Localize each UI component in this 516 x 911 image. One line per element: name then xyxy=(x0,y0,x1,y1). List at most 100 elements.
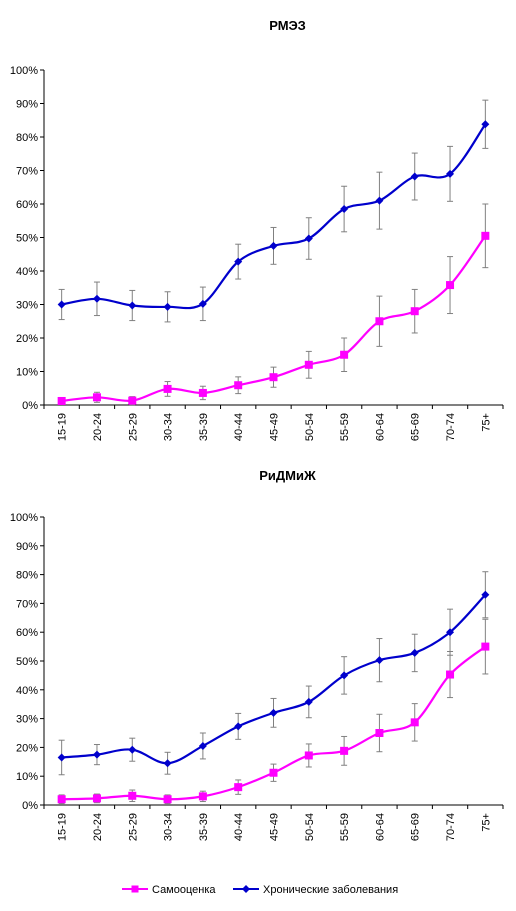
data-point xyxy=(340,350,349,359)
x-tick-label: 60-64 xyxy=(374,413,386,441)
x-tick-label: 55-59 xyxy=(339,813,351,841)
x-tick-label: 50-54 xyxy=(304,413,316,441)
data-point xyxy=(304,697,313,706)
series-hronicheskie xyxy=(57,571,490,776)
data-point xyxy=(375,317,384,326)
chart-title: РиДМиЖ xyxy=(259,468,316,483)
data-point xyxy=(340,671,349,680)
data-point xyxy=(446,670,455,679)
data-point xyxy=(446,628,455,637)
data-point xyxy=(92,794,101,803)
data-point xyxy=(92,750,101,759)
data-point xyxy=(375,196,384,205)
x-tick-label: 25-29 xyxy=(127,813,139,841)
x-tick-label: 60-64 xyxy=(374,813,386,841)
x-tick-label: 25-29 xyxy=(127,413,139,441)
y-tick-label: 80% xyxy=(16,132,38,144)
data-point xyxy=(269,768,278,777)
legend: Самооценка Хронические заболевания xyxy=(122,884,398,896)
y-tick-label: 0% xyxy=(22,800,38,812)
data-point xyxy=(375,729,384,737)
series-samoocenka xyxy=(57,618,490,805)
x-tick-label: 75+ xyxy=(480,413,492,432)
data-point xyxy=(234,783,243,792)
x-tick-label: 50-54 xyxy=(304,813,316,841)
y-tick-label: 20% xyxy=(16,333,38,345)
data-point xyxy=(446,169,455,178)
data-point xyxy=(57,753,66,762)
x-tick-label: 70-74 xyxy=(445,813,457,841)
y-tick-label: 50% xyxy=(16,233,38,245)
data-point xyxy=(57,300,66,309)
data-point xyxy=(269,373,278,382)
x-tick-label: 15-19 xyxy=(57,413,69,441)
y-tick-label: 80% xyxy=(16,570,38,582)
data-point xyxy=(269,708,278,717)
data-point xyxy=(57,795,66,804)
x-tick-label: 35-39 xyxy=(198,413,210,441)
data-point xyxy=(481,590,490,599)
chart-rmez: РМЭЗ 0% 10% 20% 30% 40% 50% 60% 70% 80% 90% 100% 15-… xyxy=(10,18,504,441)
data-point xyxy=(163,384,172,393)
data-point xyxy=(198,741,207,750)
data-point xyxy=(92,393,101,402)
legend-marker xyxy=(242,885,250,893)
data-point xyxy=(410,307,419,316)
data-point xyxy=(269,241,278,250)
chart-ridmizh: РиДМиЖ 0% 10% 20% 30% 40% 50% 60% 70% 80% 90% 100% 1… xyxy=(10,468,504,841)
x-tick-label: 40-44 xyxy=(233,413,245,441)
data-point xyxy=(481,231,490,240)
data-point xyxy=(92,294,101,303)
y-tick-label: 40% xyxy=(16,266,38,278)
data-point xyxy=(340,205,349,214)
data-point xyxy=(198,792,207,801)
series-hronicheskie xyxy=(57,99,490,323)
data-point xyxy=(234,722,243,731)
data-point xyxy=(198,388,207,397)
x-tick-label: 20-24 xyxy=(92,413,104,441)
y-tick-label: 90% xyxy=(16,541,38,553)
legend-item: Самооценка xyxy=(122,884,216,896)
data-point xyxy=(128,745,137,754)
legend-label: Хронические заболевания xyxy=(263,884,398,896)
y-tick-label: 90% xyxy=(16,99,38,111)
x-tick-label: 15-19 xyxy=(57,813,69,841)
x-tick-label: 20-24 xyxy=(92,813,104,841)
legend-item: Хронические заболевания xyxy=(233,884,398,896)
series-line xyxy=(61,123,487,310)
x-tick-label: 70-74 xyxy=(445,413,457,441)
data-point xyxy=(410,172,419,181)
series-samoocenka xyxy=(57,203,490,406)
data-point xyxy=(481,642,490,651)
x-tick-label: 45-49 xyxy=(269,813,281,841)
data-point xyxy=(163,795,172,804)
data-point xyxy=(128,396,137,405)
y-tick-label: 70% xyxy=(16,166,38,178)
y-tick-label: 60% xyxy=(16,627,38,639)
data-point xyxy=(304,751,313,760)
data-point xyxy=(128,301,137,310)
data-point xyxy=(57,396,66,405)
data-point xyxy=(304,360,313,369)
x-tick-label: 65-69 xyxy=(410,413,422,441)
y-tick-label: 100% xyxy=(10,512,38,524)
x-tick-label: 45-49 xyxy=(269,413,281,441)
data-point xyxy=(410,648,419,657)
y-tick-label: 100% xyxy=(10,65,38,77)
data-point xyxy=(446,281,455,290)
y-tick-label: 20% xyxy=(16,742,38,754)
data-point xyxy=(198,299,207,308)
data-point xyxy=(163,759,172,768)
x-tick-label: 35-39 xyxy=(198,813,210,841)
y-tick-label: 50% xyxy=(16,656,38,668)
data-point xyxy=(410,718,419,727)
x-tick-label: 40-44 xyxy=(233,813,245,841)
x-tick-label: 55-59 xyxy=(339,413,351,441)
data-point xyxy=(481,120,490,129)
data-point xyxy=(163,302,172,311)
y-tick-label: 70% xyxy=(16,598,38,610)
y-tick-label: 30% xyxy=(16,714,38,726)
data-point xyxy=(234,257,243,266)
y-tick-label: 0% xyxy=(22,400,38,412)
